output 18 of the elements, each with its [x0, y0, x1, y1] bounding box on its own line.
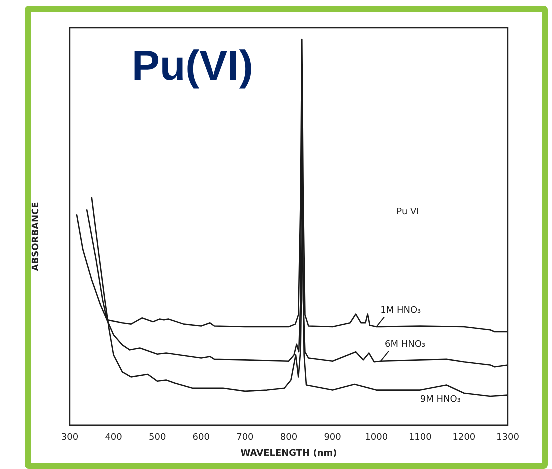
- series-label: 9M HNO₃: [420, 395, 462, 406]
- x-tick-label: 700: [236, 433, 254, 444]
- x-tick-label: 1300: [496, 433, 520, 444]
- series-label: 1M HNO₃: [380, 306, 422, 316]
- x-axis-title: WAVELENGTH (nm): [240, 448, 338, 459]
- x-tick-label: 300: [61, 433, 79, 444]
- x-tick-label: 600: [192, 433, 210, 444]
- x-tick-label: 800: [280, 433, 298, 444]
- y-axis-title: ABSORBANCE: [31, 202, 42, 272]
- x-tick-label: 400: [105, 433, 123, 444]
- chart-title: Pu(VI): [132, 42, 254, 90]
- x-tick-label: 1100: [408, 433, 432, 444]
- annotation: Pu VI: [396, 207, 420, 218]
- x-tick-label: 1200: [452, 433, 476, 444]
- x-tick-label: 900: [324, 433, 342, 444]
- series-label: 6M HNO₃: [384, 340, 426, 350]
- x-tick-label: 1000: [365, 433, 388, 444]
- x-tick-label: 500: [149, 433, 166, 444]
